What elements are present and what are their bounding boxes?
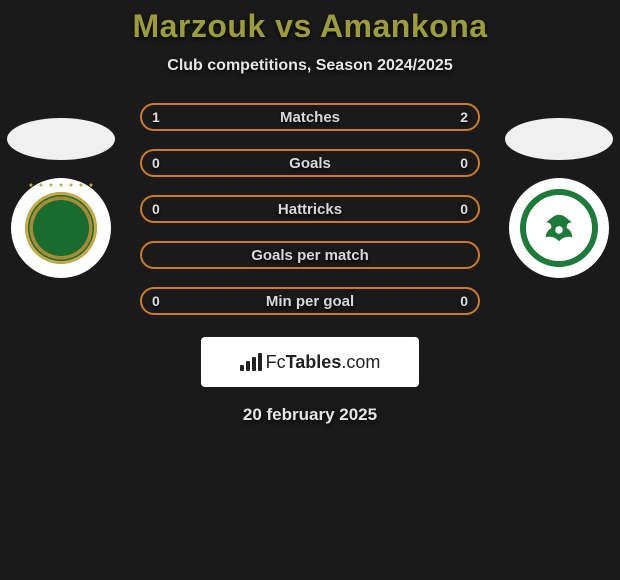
stat-row-min-per-goal: 0 Min per goal 0	[140, 287, 480, 315]
flag-right	[505, 118, 613, 160]
club-crest-left-icon	[25, 192, 97, 264]
brand-link[interactable]: FcTables.com	[201, 337, 419, 387]
stat-right-value: 0	[460, 201, 468, 217]
stat-label: Min per goal	[266, 293, 354, 310]
stat-label: Goals	[289, 155, 331, 172]
club-badge-right	[509, 178, 609, 278]
stat-left-value: 0	[152, 201, 160, 217]
eagle-icon	[540, 209, 578, 247]
stat-left-value: 0	[152, 293, 160, 309]
stat-label: Hattricks	[278, 201, 342, 218]
stat-row-matches: 1 Matches 2	[140, 103, 480, 131]
stat-right-value: 0	[460, 155, 468, 171]
page-title: Marzouk vs Amankona	[0, 8, 620, 45]
stat-row-goals-per-match: Goals per match	[140, 241, 480, 269]
club-crest-right-icon	[520, 189, 598, 267]
stat-label: Goals per match	[251, 247, 369, 264]
player-right-column	[504, 118, 614, 278]
club-badge-left	[11, 178, 111, 278]
stat-left-value: 1	[152, 109, 160, 125]
stat-right-value: 2	[460, 109, 468, 125]
stat-right-value: 0	[460, 293, 468, 309]
stat-label: Matches	[280, 109, 340, 126]
stats-list: 1 Matches 2 0 Goals 0 0 Hattricks 0 Goal…	[140, 103, 480, 315]
stat-row-hattricks: 0 Hattricks 0	[140, 195, 480, 223]
stat-row-goals: 0 Goals 0	[140, 149, 480, 177]
subtitle: Club competitions, Season 2024/2025	[0, 57, 620, 75]
bar-chart-icon	[240, 353, 262, 371]
flag-left	[7, 118, 115, 160]
brand-text: FcTables.com	[266, 352, 381, 373]
date-label: 20 february 2025	[0, 405, 620, 425]
player-left-column	[6, 118, 116, 278]
stat-left-value: 0	[152, 155, 160, 171]
